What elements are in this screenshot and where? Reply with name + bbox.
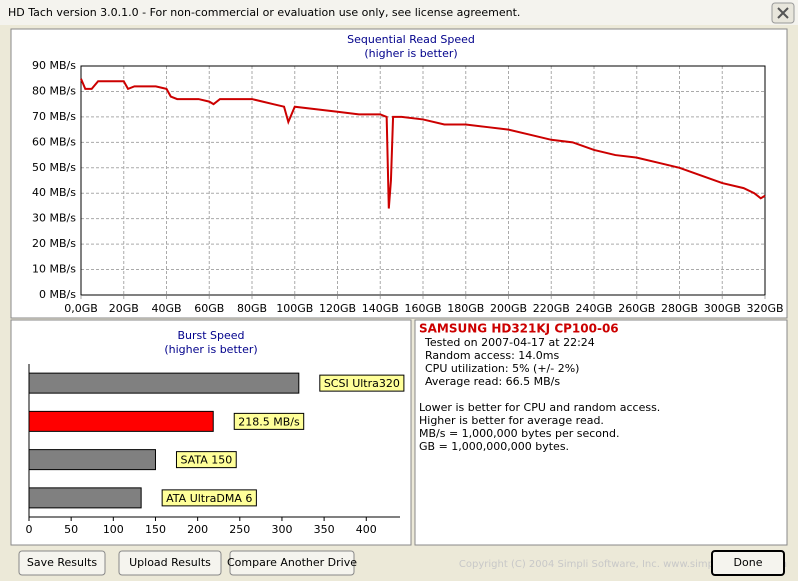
x-tick-label: 40GB xyxy=(151,302,181,315)
y-tick-label: 30 MB/s xyxy=(32,212,76,225)
y-tick-label: 90 MB/s xyxy=(32,59,76,72)
x-tick-label: 260GB xyxy=(618,302,655,315)
x-tick-label: 180GB xyxy=(447,302,484,315)
x-tick-label: 280GB xyxy=(661,302,698,315)
x-tick-label: 0,0GB xyxy=(64,302,98,315)
y-tick-label: 0 MB/s xyxy=(39,288,76,301)
read-line xyxy=(80,78,766,209)
y-tick-label: 70 MB/s xyxy=(32,110,76,123)
x-tick-label: 50 xyxy=(64,523,78,536)
chart-title: Sequential Read Speed xyxy=(347,33,475,46)
x-tick-label: 350 xyxy=(314,523,335,536)
button[interactable] xyxy=(118,550,222,576)
bar-label: 218.5 MB/s xyxy=(238,415,300,428)
window-title: HD Tach version 3.0.1.0 - For non-commer… xyxy=(8,6,520,19)
bar xyxy=(28,487,142,509)
x-tick-label: 200 xyxy=(187,523,208,536)
info-note: MB/s = 1,000,000 bytes per second. xyxy=(419,427,619,440)
x-tick-label: 160GB xyxy=(404,302,441,315)
drive-name: SAMSUNG HD321KJ CP100-06 xyxy=(419,322,619,336)
x-tick-label: 0 xyxy=(26,523,33,536)
button[interactable] xyxy=(18,550,106,576)
chart-subtitle: (higher is better) xyxy=(164,343,257,356)
copyright: Copyright (C) 2004 Simpli Software, Inc.… xyxy=(459,559,787,570)
x-tick-label: 240GB xyxy=(575,302,612,315)
y-tick-label: 10 MB/s xyxy=(32,263,76,276)
x-tick-label: 100GB xyxy=(276,302,313,315)
label-box xyxy=(233,412,305,430)
button-label[interactable]: Upload Results xyxy=(129,556,211,569)
bar-label: SCSI Ultra320 xyxy=(324,377,400,390)
x-tick-label: 120GB xyxy=(319,302,356,315)
info-line: Average read: 66.5 MB/s xyxy=(425,375,560,388)
x-tick-label: 220GB xyxy=(533,302,570,315)
x-tick-label: 300 xyxy=(271,523,292,536)
info-note: Lower is better for CPU and random acces… xyxy=(419,401,660,414)
label-box xyxy=(175,451,237,469)
bar xyxy=(28,410,214,432)
y-tick-label: 80 MB/s xyxy=(32,84,76,97)
y-tick-label: 40 MB/s xyxy=(32,186,76,199)
info-line: Tested on 2007-04-17 at 22:24 xyxy=(424,336,595,349)
bar xyxy=(28,372,300,394)
x-tick-label: 150 xyxy=(145,523,166,536)
label-box xyxy=(319,374,405,392)
chart-title: Burst Speed xyxy=(177,329,244,342)
y-tick-label: 60 MB/s xyxy=(32,135,76,148)
x-tick-label: 400 xyxy=(356,523,377,536)
button-label[interactable]: Done xyxy=(734,556,763,569)
info-panel xyxy=(414,319,788,546)
x-tick-label: 140GB xyxy=(362,302,399,315)
button-label[interactable]: Compare Another Drive xyxy=(227,556,357,569)
button[interactable] xyxy=(711,550,785,576)
plot-frame xyxy=(80,65,766,296)
info-line: Random access: 14.0ms xyxy=(425,349,560,362)
info-line: CPU utilization: 5% (+/- 2%) xyxy=(425,362,579,375)
x-tick-label: 20GB xyxy=(109,302,139,315)
x-tick-label: 200GB xyxy=(490,302,527,315)
bar-label: ATA UltraDMA 6 xyxy=(166,492,252,505)
close-icon xyxy=(777,7,789,19)
title-bar xyxy=(0,0,798,25)
x-tick-label: 320GB xyxy=(746,302,783,315)
chart-subtitle: (higher is better) xyxy=(364,47,457,60)
x-tick-label: 250 xyxy=(229,523,250,536)
x-tick-label: 300GB xyxy=(704,302,741,315)
bar xyxy=(28,449,156,471)
button-label[interactable]: Save Results xyxy=(27,556,97,569)
label-box xyxy=(161,489,257,507)
info-note: Higher is better for average read. xyxy=(419,414,604,427)
info-note: GB = 1,000,000,000 bytes. xyxy=(419,440,569,453)
button[interactable] xyxy=(229,550,355,576)
y-tick-label: 20 MB/s xyxy=(32,237,76,250)
bar-label: SATA 150 xyxy=(180,454,232,467)
x-tick-label: 100 xyxy=(103,523,124,536)
x-tick-label: 80GB xyxy=(237,302,267,315)
read-panel xyxy=(10,28,788,319)
x-tick-label: 60GB xyxy=(194,302,224,315)
y-tick-label: 50 MB/s xyxy=(32,161,76,174)
